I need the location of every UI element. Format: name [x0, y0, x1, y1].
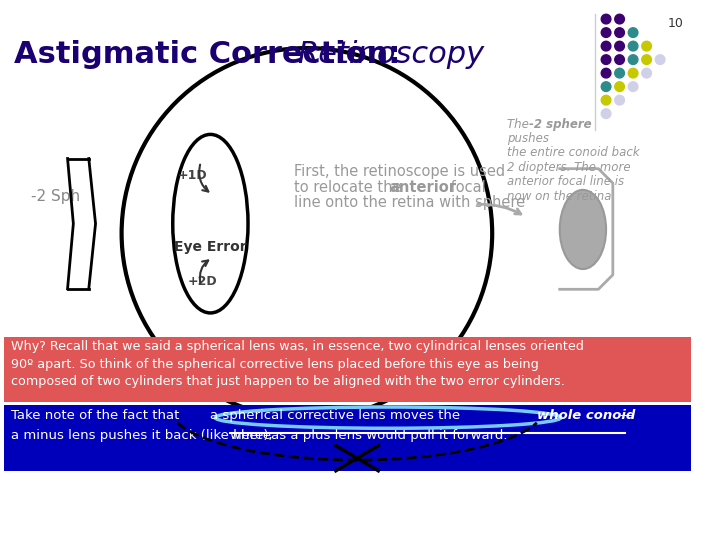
Circle shape — [642, 55, 652, 64]
Text: Why? Recall that we said a spherical lens was, in essence, two cylindrical lense: Why? Recall that we said a spherical len… — [11, 340, 583, 388]
Circle shape — [615, 82, 624, 91]
Text: 10: 10 — [667, 17, 683, 30]
Circle shape — [615, 96, 624, 105]
Text: pushes: pushes — [507, 132, 549, 145]
Circle shape — [629, 55, 638, 64]
Circle shape — [615, 55, 624, 64]
Text: focal: focal — [446, 179, 485, 194]
Text: +1D: +1D — [178, 169, 207, 182]
Text: whole conoid: whole conoid — [536, 409, 635, 422]
Circle shape — [601, 96, 611, 105]
Circle shape — [601, 82, 611, 91]
Text: the entire conoid back: the entire conoid back — [507, 146, 639, 159]
Circle shape — [642, 41, 652, 51]
Circle shape — [615, 28, 624, 37]
Text: now on the retina: now on the retina — [507, 190, 611, 203]
Text: anterior: anterior — [389, 179, 456, 194]
Circle shape — [601, 28, 611, 37]
Text: -2 sphere: -2 sphere — [529, 118, 592, 131]
Text: First, the retinoscope is used: First, the retinoscope is used — [294, 164, 505, 179]
Circle shape — [615, 14, 624, 24]
Circle shape — [629, 41, 638, 51]
Circle shape — [601, 14, 611, 24]
Ellipse shape — [559, 190, 606, 269]
Circle shape — [629, 28, 638, 37]
Text: Astigmatic Correction:: Astigmatic Correction: — [14, 40, 410, 69]
Text: —: — — [620, 409, 633, 422]
Text: 2 diopters. The more: 2 diopters. The more — [507, 161, 630, 174]
Text: to relocate the: to relocate the — [294, 179, 407, 194]
FancyBboxPatch shape — [4, 405, 691, 471]
Text: Take note of the fact that: Take note of the fact that — [11, 409, 184, 422]
Circle shape — [655, 55, 665, 64]
FancyBboxPatch shape — [4, 336, 691, 402]
Circle shape — [629, 82, 638, 91]
Circle shape — [615, 41, 624, 51]
Circle shape — [601, 68, 611, 78]
Text: a minus lens pushes it back (like here);: a minus lens pushes it back (like here); — [11, 429, 276, 442]
Circle shape — [601, 55, 611, 64]
Circle shape — [615, 68, 624, 78]
Text: anterior focal line is: anterior focal line is — [507, 176, 624, 188]
Text: whereas a plus lens would pull it forward.: whereas a plus lens would pull it forwar… — [230, 429, 507, 442]
Text: -2 Sph: -2 Sph — [31, 189, 80, 204]
Circle shape — [642, 68, 652, 78]
Text: +2D: +2D — [187, 275, 217, 288]
Circle shape — [601, 41, 611, 51]
Circle shape — [601, 109, 611, 118]
Circle shape — [629, 68, 638, 78]
Text: Retinoscopy: Retinoscopy — [297, 40, 485, 69]
Text: line onto the retina with sphere: line onto the retina with sphere — [294, 195, 526, 210]
Text: The: The — [507, 118, 532, 131]
Text: a spherical corrective lens moves the: a spherical corrective lens moves the — [210, 409, 465, 422]
Text: Eye Error: Eye Error — [174, 240, 246, 254]
